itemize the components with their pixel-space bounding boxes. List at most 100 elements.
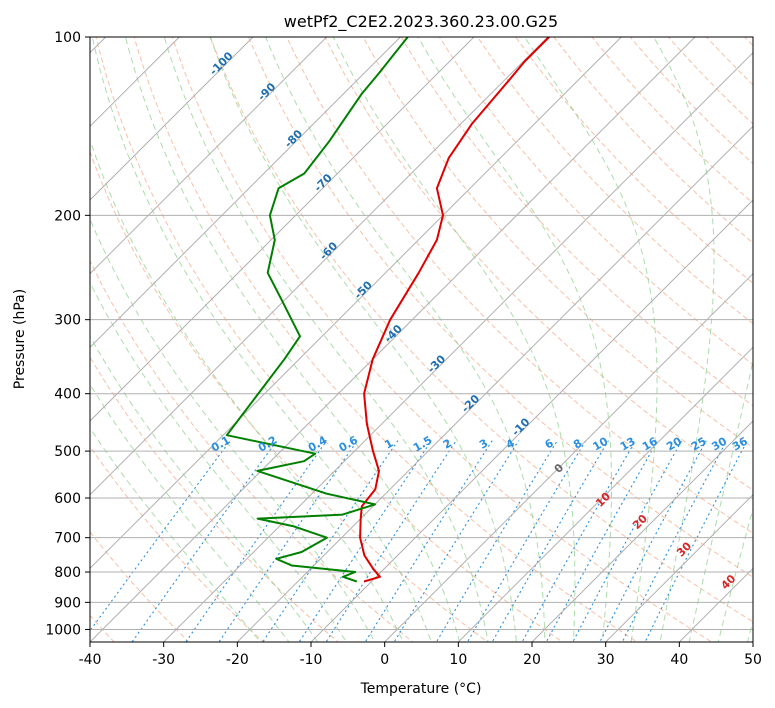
moist-adiabat-line xyxy=(124,37,461,642)
mixing-ratio-label: 3 xyxy=(477,437,490,452)
moist-adiabat-line xyxy=(332,37,576,642)
dry-adiabat-line xyxy=(90,150,489,642)
mixing-ratio-line xyxy=(90,440,231,632)
isotherm-label: -70 xyxy=(312,171,335,194)
dry-adiabat-line xyxy=(324,37,753,491)
mixing-ratio-line xyxy=(218,440,358,642)
isotherm-label: -50 xyxy=(352,278,375,301)
x-tick-label: -40 xyxy=(79,652,102,668)
dry-adiabat-line xyxy=(248,37,753,578)
moist-adiabat-line xyxy=(90,383,290,642)
chart-title: wetPf2_C2E2.2023.360.23.00.G25 xyxy=(284,12,558,32)
dry-adiabat-line xyxy=(667,37,753,125)
moist-adiabat-line xyxy=(688,358,753,642)
dry-adiabat-line xyxy=(90,356,340,642)
moist-adiabat-line xyxy=(265,37,546,642)
mixing-ratio-line xyxy=(262,440,399,642)
plot-frame xyxy=(89,36,754,643)
isotherm-line xyxy=(90,37,696,642)
mixing-ratio-line xyxy=(545,440,659,642)
y-tick-label: 300 xyxy=(54,313,81,329)
isotherm-line xyxy=(310,199,753,642)
x-tick-label: 40 xyxy=(670,652,688,668)
isotherm-line xyxy=(457,346,753,642)
dry-adiabat-line xyxy=(553,37,753,244)
dry-adiabat-line xyxy=(90,445,265,642)
moist-adiabat-line xyxy=(91,37,432,642)
isotherm-line xyxy=(236,125,753,642)
moist-adiabat-line xyxy=(90,217,376,642)
mixing-ratio-line xyxy=(131,440,278,642)
dry-adiabat-line xyxy=(476,37,753,325)
isotherm-gridlines xyxy=(90,37,753,642)
mixing-ratio-line xyxy=(298,440,432,642)
x-tick-label: -20 xyxy=(226,652,249,668)
isotherm-label: -30 xyxy=(425,352,448,375)
isotherm-line xyxy=(163,51,753,642)
dry-adiabat-line xyxy=(90,259,414,642)
y-axis-label: Pressure (hPa) xyxy=(12,289,28,389)
isotherm-label: -10 xyxy=(509,415,532,438)
x-tick-label: 10 xyxy=(449,652,467,668)
dry-adiabat-line xyxy=(209,37,753,623)
mixing-ratio-line xyxy=(572,440,683,642)
moist-adiabat-label: 10 xyxy=(593,490,613,510)
y-tick-label: 800 xyxy=(54,565,81,581)
isotherm-line xyxy=(90,37,401,349)
isotherm-line xyxy=(531,420,753,642)
isotherm-line xyxy=(678,567,753,642)
dry-adiabat-line xyxy=(90,531,190,642)
mixing-ratio-line xyxy=(364,440,493,642)
moist-adiabat-line xyxy=(524,37,658,642)
isotherm-line xyxy=(90,37,549,496)
dry-adiabat-line xyxy=(705,37,753,86)
x-tick-label: 0 xyxy=(380,652,389,668)
dry-adiabats xyxy=(90,0,775,654)
dry-adiabat-line xyxy=(286,37,753,534)
moist-adiabat-line xyxy=(90,138,404,642)
dry-adiabat-line xyxy=(591,37,753,204)
mixing-ratio-line xyxy=(599,440,707,642)
y-tick-label: 1000 xyxy=(45,622,81,638)
dry-adiabat-line xyxy=(400,37,753,407)
moist-adiabat-line xyxy=(417,37,612,642)
x-tick-label: 50 xyxy=(744,652,762,668)
y-tick-label: 200 xyxy=(54,208,81,224)
moist-adiabat-line xyxy=(163,37,489,642)
dry-adiabat-line xyxy=(171,37,713,642)
sounding-series xyxy=(225,37,550,583)
x-tick-label: -10 xyxy=(300,652,323,668)
mixing-ratio-label: 4 xyxy=(504,436,517,451)
dry-adiabat-line xyxy=(767,0,775,654)
x-tick-label: 20 xyxy=(523,652,541,668)
moist-adiabat-line xyxy=(90,281,347,642)
x-axis-label: Temperature (°C) xyxy=(360,681,482,697)
pressure-gridlines xyxy=(90,37,753,630)
moist-adiabat-line xyxy=(209,37,518,642)
mixing-ratio-line xyxy=(393,440,520,642)
isotherm-line xyxy=(90,37,254,201)
isotherm-label: -90 xyxy=(255,80,278,103)
y-tick-label: 700 xyxy=(54,531,81,547)
y-tick-label: 500 xyxy=(54,444,81,460)
isotherm-label: -80 xyxy=(282,127,305,150)
mixing-ratio-line xyxy=(185,440,328,642)
dry-adiabat-line xyxy=(95,37,564,642)
mixing-ratio-label: 2 xyxy=(441,437,454,452)
isotherm-line xyxy=(384,272,753,642)
isotherm-line xyxy=(90,37,328,275)
isotherm-line xyxy=(605,493,753,642)
y-tick-label: 400 xyxy=(54,387,81,403)
temperature-profile-line xyxy=(359,37,550,583)
y-axis: 100 200 300 400 500 600 700 800 900 1000 xyxy=(45,30,90,638)
mixing-ratio-line xyxy=(621,440,728,642)
y-tick-label: 100 xyxy=(54,30,81,46)
x-axis: -40 -30 -20 -10 0 10 20 30 40 50 xyxy=(79,642,762,668)
dewpoint-profile-line xyxy=(225,37,409,583)
isotherm-line xyxy=(752,641,753,642)
moist-adiabat-label: 0 xyxy=(552,461,567,476)
dry-adiabat-line xyxy=(515,37,753,284)
y-tick-label: 900 xyxy=(54,595,81,611)
moist-adiabat-line xyxy=(746,619,753,642)
